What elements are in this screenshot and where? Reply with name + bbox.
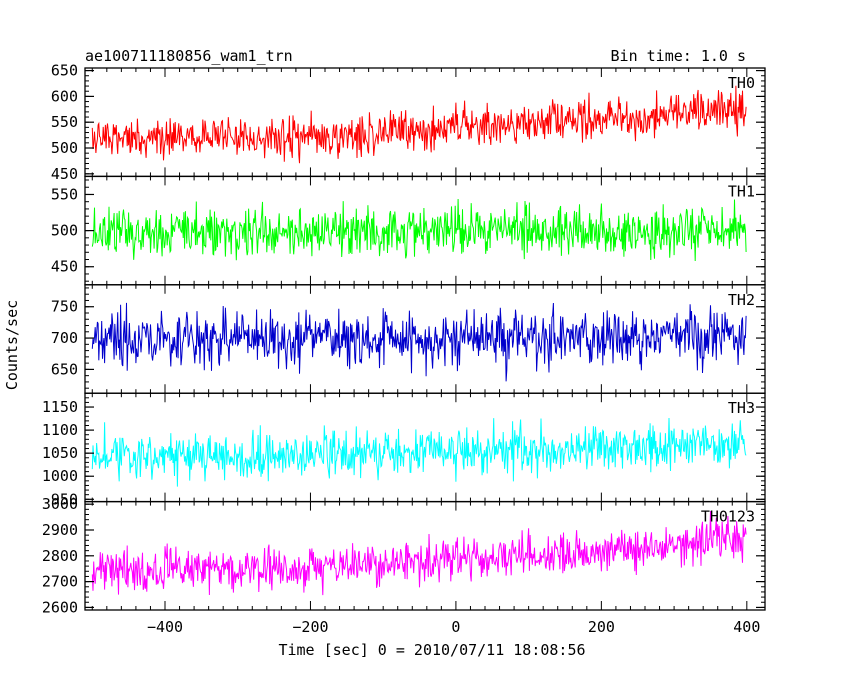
y-tick-label: 650: [51, 62, 78, 80]
y-tick-label: 950: [51, 490, 78, 508]
x-axis: −400 −200 0 200 400: [147, 618, 760, 636]
panel-th0: 450 500 550 600 650 TH0: [51, 62, 766, 183]
y-tick-label: 1150: [42, 398, 78, 416]
panel-th3: 950 1000 1050 1100 1150 TH3: [42, 392, 766, 508]
x-tick-label: −400: [147, 618, 183, 636]
panel-frame: [84, 67, 766, 178]
y-tick-label: 600: [51, 87, 78, 105]
panel-label-th0123: TH0123: [701, 508, 755, 526]
y-tick-label: 2800: [42, 547, 78, 565]
chart-title: ae100711180856_wam1_trn: [85, 47, 293, 65]
x-tick-label: 0: [451, 618, 460, 636]
y-tick-label: 450: [51, 165, 78, 183]
bin-time-label: Bin time: 1.0 s: [611, 47, 746, 65]
panel-label-th2: TH2: [728, 291, 755, 309]
y-tick-label: 2900: [42, 521, 78, 539]
y-tick-label: 500: [51, 222, 78, 240]
panel-label-th1: TH1: [728, 182, 755, 200]
y-tick-label: 2600: [42, 598, 78, 616]
panel-th0123: 2600 2700 2800 2900 3000 TH0123: [42, 495, 766, 616]
y-axis-label: Counts/sec: [3, 300, 21, 390]
y-tick-label: 550: [51, 185, 78, 203]
y-tick-label: 650: [51, 360, 78, 378]
x-tick-label: 400: [733, 618, 760, 636]
y-tick-label: 450: [51, 258, 78, 276]
y-tick-label: 550: [51, 113, 78, 131]
series-th2: [91, 302, 747, 382]
y-tick-label: 1100: [42, 421, 78, 439]
series-th0123: [91, 510, 747, 596]
panels-group: 450 500 550 600 650 TH0 450 500 550 TH1 650 700 750 T…: [42, 62, 766, 616]
y-tick-label: 2700: [42, 573, 78, 591]
panel-label-th0: TH0: [728, 74, 755, 92]
series-th3: [91, 417, 747, 487]
y-tick-label: 500: [51, 139, 78, 157]
panel-th1: 450 500 550 TH1: [51, 175, 766, 286]
y-tick-label: 3000: [42, 495, 78, 513]
series-th0: [91, 85, 747, 164]
x-tick-label: −200: [292, 618, 328, 636]
x-tick-label: 200: [588, 618, 615, 636]
x-axis-label: Time [sec] 0 = 2010/07/11 18:08:56: [278, 641, 585, 659]
y-tick-label: 700: [51, 329, 78, 347]
y-tick-label: 750: [51, 298, 78, 316]
y-tick-label: 1000: [42, 467, 78, 485]
y-tick-label: 1050: [42, 444, 78, 462]
panel-label-th3: TH3: [728, 399, 755, 417]
panel-th2: 650 700 750 TH2: [51, 284, 766, 394]
series-th1: [91, 198, 747, 262]
